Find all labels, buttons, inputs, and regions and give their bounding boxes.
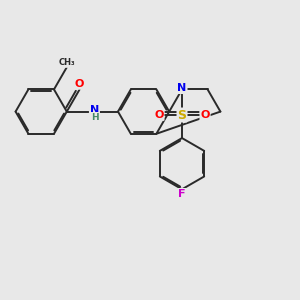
Text: H: H <box>91 113 98 122</box>
Text: F: F <box>178 189 186 199</box>
Text: S: S <box>178 109 187 122</box>
Text: N: N <box>177 83 187 93</box>
Text: N: N <box>90 105 99 115</box>
Text: O: O <box>154 110 164 120</box>
Text: CH₃: CH₃ <box>58 58 75 67</box>
Text: O: O <box>200 110 210 120</box>
Text: O: O <box>75 79 84 89</box>
